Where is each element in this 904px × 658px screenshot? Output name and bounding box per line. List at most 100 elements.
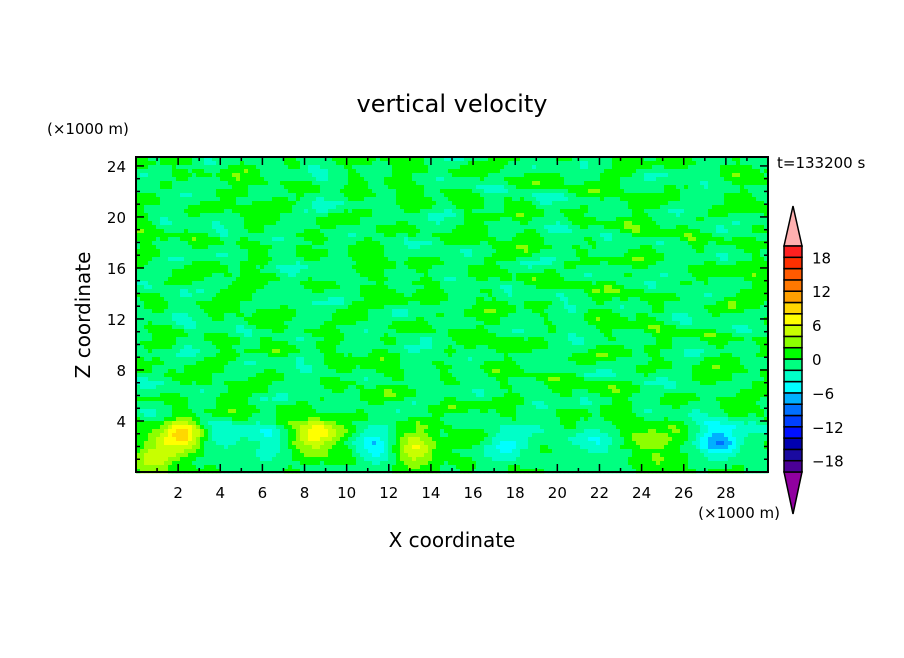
field-cell xyxy=(472,241,477,246)
field-cell xyxy=(172,253,177,258)
field-cell xyxy=(276,165,281,170)
field-cell xyxy=(632,237,637,242)
field-cell xyxy=(516,265,521,270)
field-cell xyxy=(320,265,325,270)
field-cell xyxy=(376,177,381,182)
field-cell xyxy=(576,177,581,182)
field-cell xyxy=(456,217,461,222)
field-cell xyxy=(400,157,405,162)
field-cell xyxy=(428,173,433,178)
field-cell xyxy=(652,173,657,178)
field-cell xyxy=(636,229,641,234)
field-cell xyxy=(660,225,665,230)
field-cell xyxy=(472,221,477,226)
field-cell xyxy=(444,273,449,278)
field-cell xyxy=(544,253,549,258)
field-cell xyxy=(456,233,461,238)
field-cell xyxy=(512,277,517,282)
field-cell xyxy=(388,185,393,190)
field-cell xyxy=(228,173,233,178)
field-cell xyxy=(488,237,493,242)
field-cell xyxy=(200,221,205,226)
field-cell xyxy=(460,193,465,198)
field-cell xyxy=(668,165,673,170)
field-cell xyxy=(668,221,673,226)
field-cell xyxy=(484,173,489,178)
field-cell xyxy=(256,169,261,174)
field-cell xyxy=(448,209,453,214)
field-cell xyxy=(264,173,269,178)
field-cell xyxy=(412,197,417,202)
field-cell xyxy=(252,193,257,198)
field-cell xyxy=(428,201,433,206)
field-cell xyxy=(228,261,233,266)
field-cell xyxy=(156,249,161,254)
field-cell xyxy=(692,261,697,266)
field-cell xyxy=(476,249,481,254)
field-cell xyxy=(524,217,529,222)
field-cell xyxy=(432,197,437,202)
field-cell xyxy=(556,181,561,186)
field-cell xyxy=(380,225,385,230)
field-cell xyxy=(380,273,385,278)
field-cell xyxy=(652,213,657,218)
field-cell xyxy=(400,173,405,178)
field-cell xyxy=(240,265,245,270)
field-cell xyxy=(368,253,373,258)
field-cell xyxy=(664,217,669,222)
field-cell xyxy=(528,189,533,194)
field-cell xyxy=(528,181,533,186)
field-cell xyxy=(668,253,673,258)
field-cell xyxy=(576,249,581,254)
field-cell xyxy=(652,241,657,246)
field-cell xyxy=(544,265,549,270)
field-cell xyxy=(572,265,577,270)
field-cell xyxy=(144,173,149,178)
field-cell xyxy=(292,193,297,198)
field-cell xyxy=(224,253,229,258)
field-cell xyxy=(272,253,277,258)
field-cell xyxy=(340,229,345,234)
field-cell xyxy=(324,245,329,250)
field-cell xyxy=(264,161,269,166)
field-cell xyxy=(488,253,493,258)
field-cell xyxy=(280,161,285,166)
field-cell xyxy=(268,237,273,242)
field-cell xyxy=(540,273,545,278)
field-cell xyxy=(396,225,401,230)
field-cell xyxy=(628,253,633,258)
field-cell xyxy=(484,161,489,166)
field-cell xyxy=(308,165,313,170)
field-cell xyxy=(356,249,361,254)
field-cell xyxy=(764,169,769,174)
field-cell xyxy=(180,193,185,198)
field-cell xyxy=(724,257,729,262)
field-cell xyxy=(324,253,329,258)
field-cell xyxy=(576,181,581,186)
field-cell xyxy=(304,157,309,162)
field-cell xyxy=(756,217,761,222)
field-cell xyxy=(224,213,229,218)
field-cell xyxy=(684,157,689,162)
field-cell xyxy=(492,177,497,182)
field-cell xyxy=(228,217,233,222)
field-cell xyxy=(628,197,633,202)
field-cell xyxy=(232,265,237,270)
field-cell xyxy=(208,201,213,206)
field-cell xyxy=(716,233,721,238)
field-cell xyxy=(664,169,669,174)
field-cell xyxy=(212,245,217,250)
field-cell xyxy=(392,193,397,198)
field-cell xyxy=(200,181,205,186)
field-cell xyxy=(744,213,749,218)
field-cell xyxy=(256,217,261,222)
field-cell xyxy=(600,217,605,222)
field-cell xyxy=(296,173,301,178)
field-cell xyxy=(516,245,521,250)
field-cell xyxy=(204,185,209,190)
field-cell xyxy=(488,229,493,234)
field-cell xyxy=(684,273,689,278)
field-cell xyxy=(480,245,485,250)
field-cell xyxy=(756,165,761,170)
field-cell xyxy=(448,161,453,166)
